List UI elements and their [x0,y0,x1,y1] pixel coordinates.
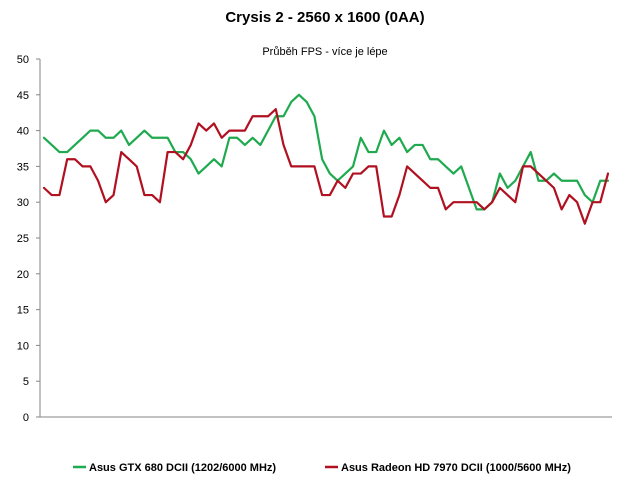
y-tick-label: 5 [23,376,29,388]
y-tick-label: 0 [23,412,29,424]
legend: Asus GTX 680 DCII (1202/6000 MHz) Asus R… [73,462,571,474]
y-tick-label: 20 [17,269,29,281]
legend-label-hd7970: Asus Radeon HD 7970 DCII (1000/5600 MHz) [341,462,571,474]
y-tick-label: 15 [17,305,29,317]
y-tick-label: 30 [17,197,29,209]
y-tick-label: 35 [17,161,29,173]
legend-label-gtx680: Asus GTX 680 DCII (1202/6000 MHz) [89,462,276,474]
y-tick-label: 40 [17,126,29,138]
y-tick-label: 25 [17,233,29,245]
y-tick-label: 10 [17,340,29,352]
series-lines [42,93,610,225]
series-line-0 [42,93,610,211]
y-axis: 0 5 10 15 20 25 30 35 40 45 50 [17,54,41,424]
y-tick-label: 45 [17,90,29,102]
chart-subtitle: Průběh FPS - více je lépe [262,46,387,58]
y-tick-label: 50 [17,54,29,66]
series-line-1 [42,108,610,225]
chart-title: Crysis 2 - 2560 x 1600 (0AA) [225,9,424,26]
